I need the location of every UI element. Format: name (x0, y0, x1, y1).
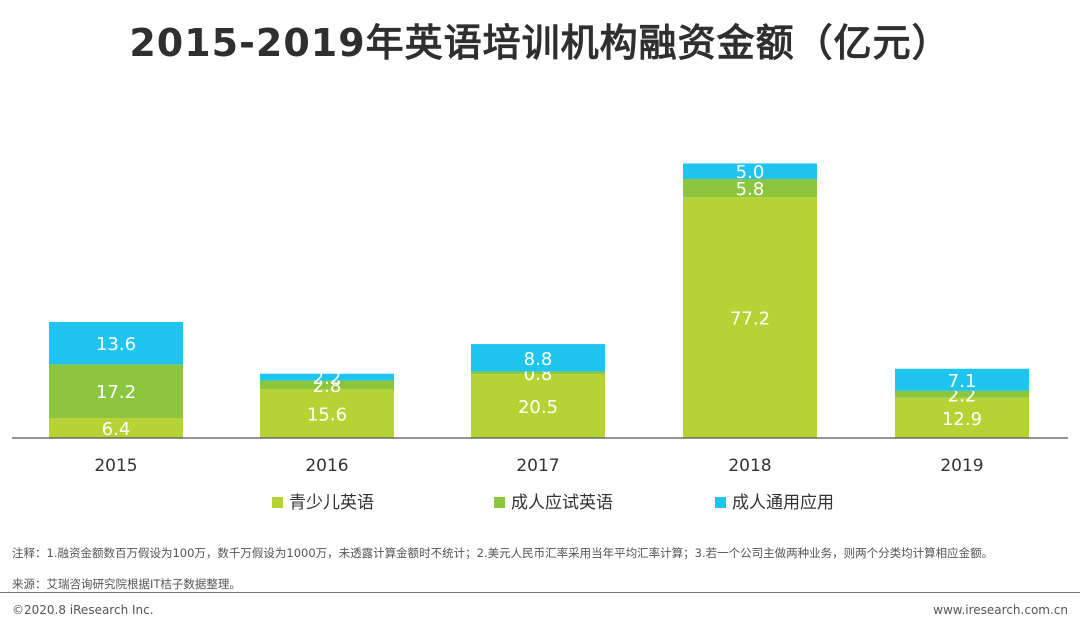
legend-label: 成人应试英语 (511, 493, 613, 513)
data-label: 2.2 (313, 368, 342, 389)
legend-label: 青少儿英语 (289, 493, 374, 513)
bar-segment (895, 397, 1029, 438)
bar-segment (471, 371, 605, 375)
chart-title: 2015-2019年英语培训机构融资金额（亿元） (129, 21, 951, 65)
x-tick-label: 2016 (305, 456, 348, 476)
bar-segment (260, 373, 394, 381)
x-tick-label: 2015 (94, 456, 137, 476)
data-label: 17.2 (96, 382, 136, 403)
data-label: 12.9 (942, 409, 982, 430)
bar-segment (260, 380, 394, 390)
copyright-text: ©2020.8 iResearch Inc. (12, 603, 154, 617)
stacked-bar-chart: 6.417.213.6201515.62.82.2201620.50.88.82… (12, 162, 1068, 513)
data-label: 8.8 (524, 349, 553, 370)
bar-segment (471, 374, 605, 438)
data-label: 6.4 (102, 419, 131, 440)
bar-segment (260, 389, 394, 438)
bar-segment (49, 418, 183, 438)
bar-segment (471, 344, 605, 372)
data-label: 13.6 (96, 334, 136, 355)
x-tick-label: 2018 (728, 456, 771, 476)
bar-segment (49, 321, 183, 365)
source-note: 来源：艾瑞咨询研究院根据IT桔子数据整理。 (12, 577, 241, 591)
bar-segment (683, 197, 817, 438)
data-label: 15.6 (307, 405, 347, 426)
website-link[interactable]: www.iresearch.com.cn (933, 603, 1068, 617)
bar-segment (683, 163, 817, 180)
bar-segment (683, 179, 817, 198)
data-label: 20.5 (518, 397, 558, 418)
bar-segment (49, 364, 183, 419)
footnote: 注释：1.融资金额数百万假设为100万，数千万假设为1000万，未透露计算金额时… (12, 546, 994, 560)
legend-swatch (494, 497, 505, 508)
x-tick-label: 2019 (940, 456, 983, 476)
data-label: 5.8 (736, 179, 765, 200)
footer-divider (0, 592, 1080, 593)
data-label: 2.8 (313, 376, 342, 397)
data-label: 7.1 (948, 371, 977, 392)
legend-swatch (272, 497, 283, 508)
bar-segment (895, 390, 1029, 398)
legend-swatch (715, 497, 726, 508)
legend-label: 成人通用应用 (732, 493, 834, 513)
x-tick-label: 2017 (516, 456, 559, 476)
data-label: 77.2 (730, 309, 770, 330)
bar-segment (895, 368, 1029, 391)
data-label: 5.0 (736, 162, 765, 183)
